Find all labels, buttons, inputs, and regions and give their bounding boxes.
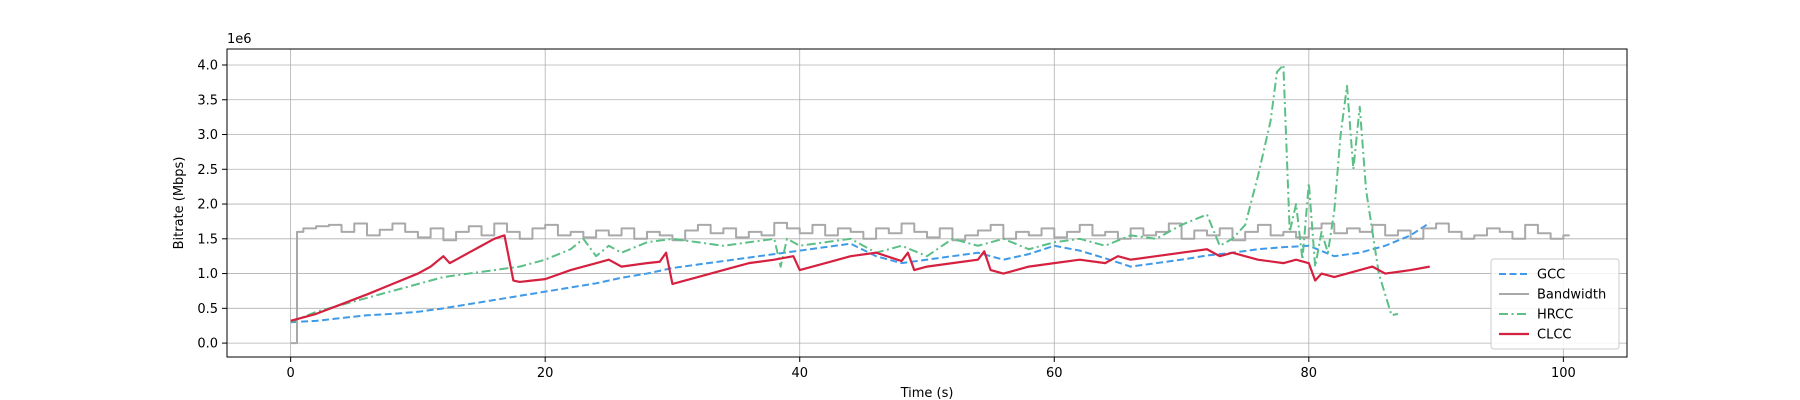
- y-tick-label: 4.0: [197, 58, 218, 73]
- legend-label: GCC: [1537, 268, 1565, 283]
- grid-lines: [227, 49, 1627, 357]
- legend: GCC Bandwidth HRCC CLCC: [1490, 258, 1620, 350]
- x-tick-label: 60: [1046, 366, 1063, 381]
- y-tick-label: 0.0: [197, 337, 218, 352]
- legend-label: Bandwidth: [1537, 288, 1606, 303]
- series-lines: [290, 63, 1570, 345]
- series-line-hrcc: [290, 63, 1399, 324]
- y-tick-label: 3.5: [197, 93, 218, 108]
- series-line-bandwidth: [290, 221, 1570, 345]
- y-tick-label: 2.5: [197, 163, 218, 178]
- y-tick-label: 2.0: [197, 198, 218, 213]
- x-tick-label: 100: [1551, 366, 1576, 381]
- x-tick-label: 40: [791, 366, 808, 381]
- series-line-gcc: [290, 221, 1431, 324]
- y-tick-label: 1.5: [197, 232, 218, 247]
- legend-label: HRCC: [1537, 308, 1573, 323]
- x-tick-label: 20: [537, 366, 554, 381]
- legend-box: [1490, 258, 1620, 350]
- series-line-clcc: [290, 234, 1430, 322]
- y-offset-label: 1e6: [227, 32, 252, 47]
- y-axis-label: Bitrate (Mbps): [172, 157, 187, 250]
- y-tick-label: 1.0: [197, 267, 218, 282]
- axis-ticks: 0 20 40 60 80 100 0.0 0.5 1.0 1.5 2.0 2.5 3.0 3.5 4.0: [197, 58, 1575, 381]
- plot-frame: [226, 48, 1628, 358]
- x-axis-label: Time (s): [900, 386, 954, 400]
- x-tick-label: 0: [286, 366, 294, 381]
- legend-label: CLCC: [1537, 328, 1571, 343]
- y-tick-label: 0.5: [197, 302, 218, 317]
- x-tick-label: 80: [1301, 366, 1318, 381]
- y-tick-label: 3.0: [197, 128, 218, 143]
